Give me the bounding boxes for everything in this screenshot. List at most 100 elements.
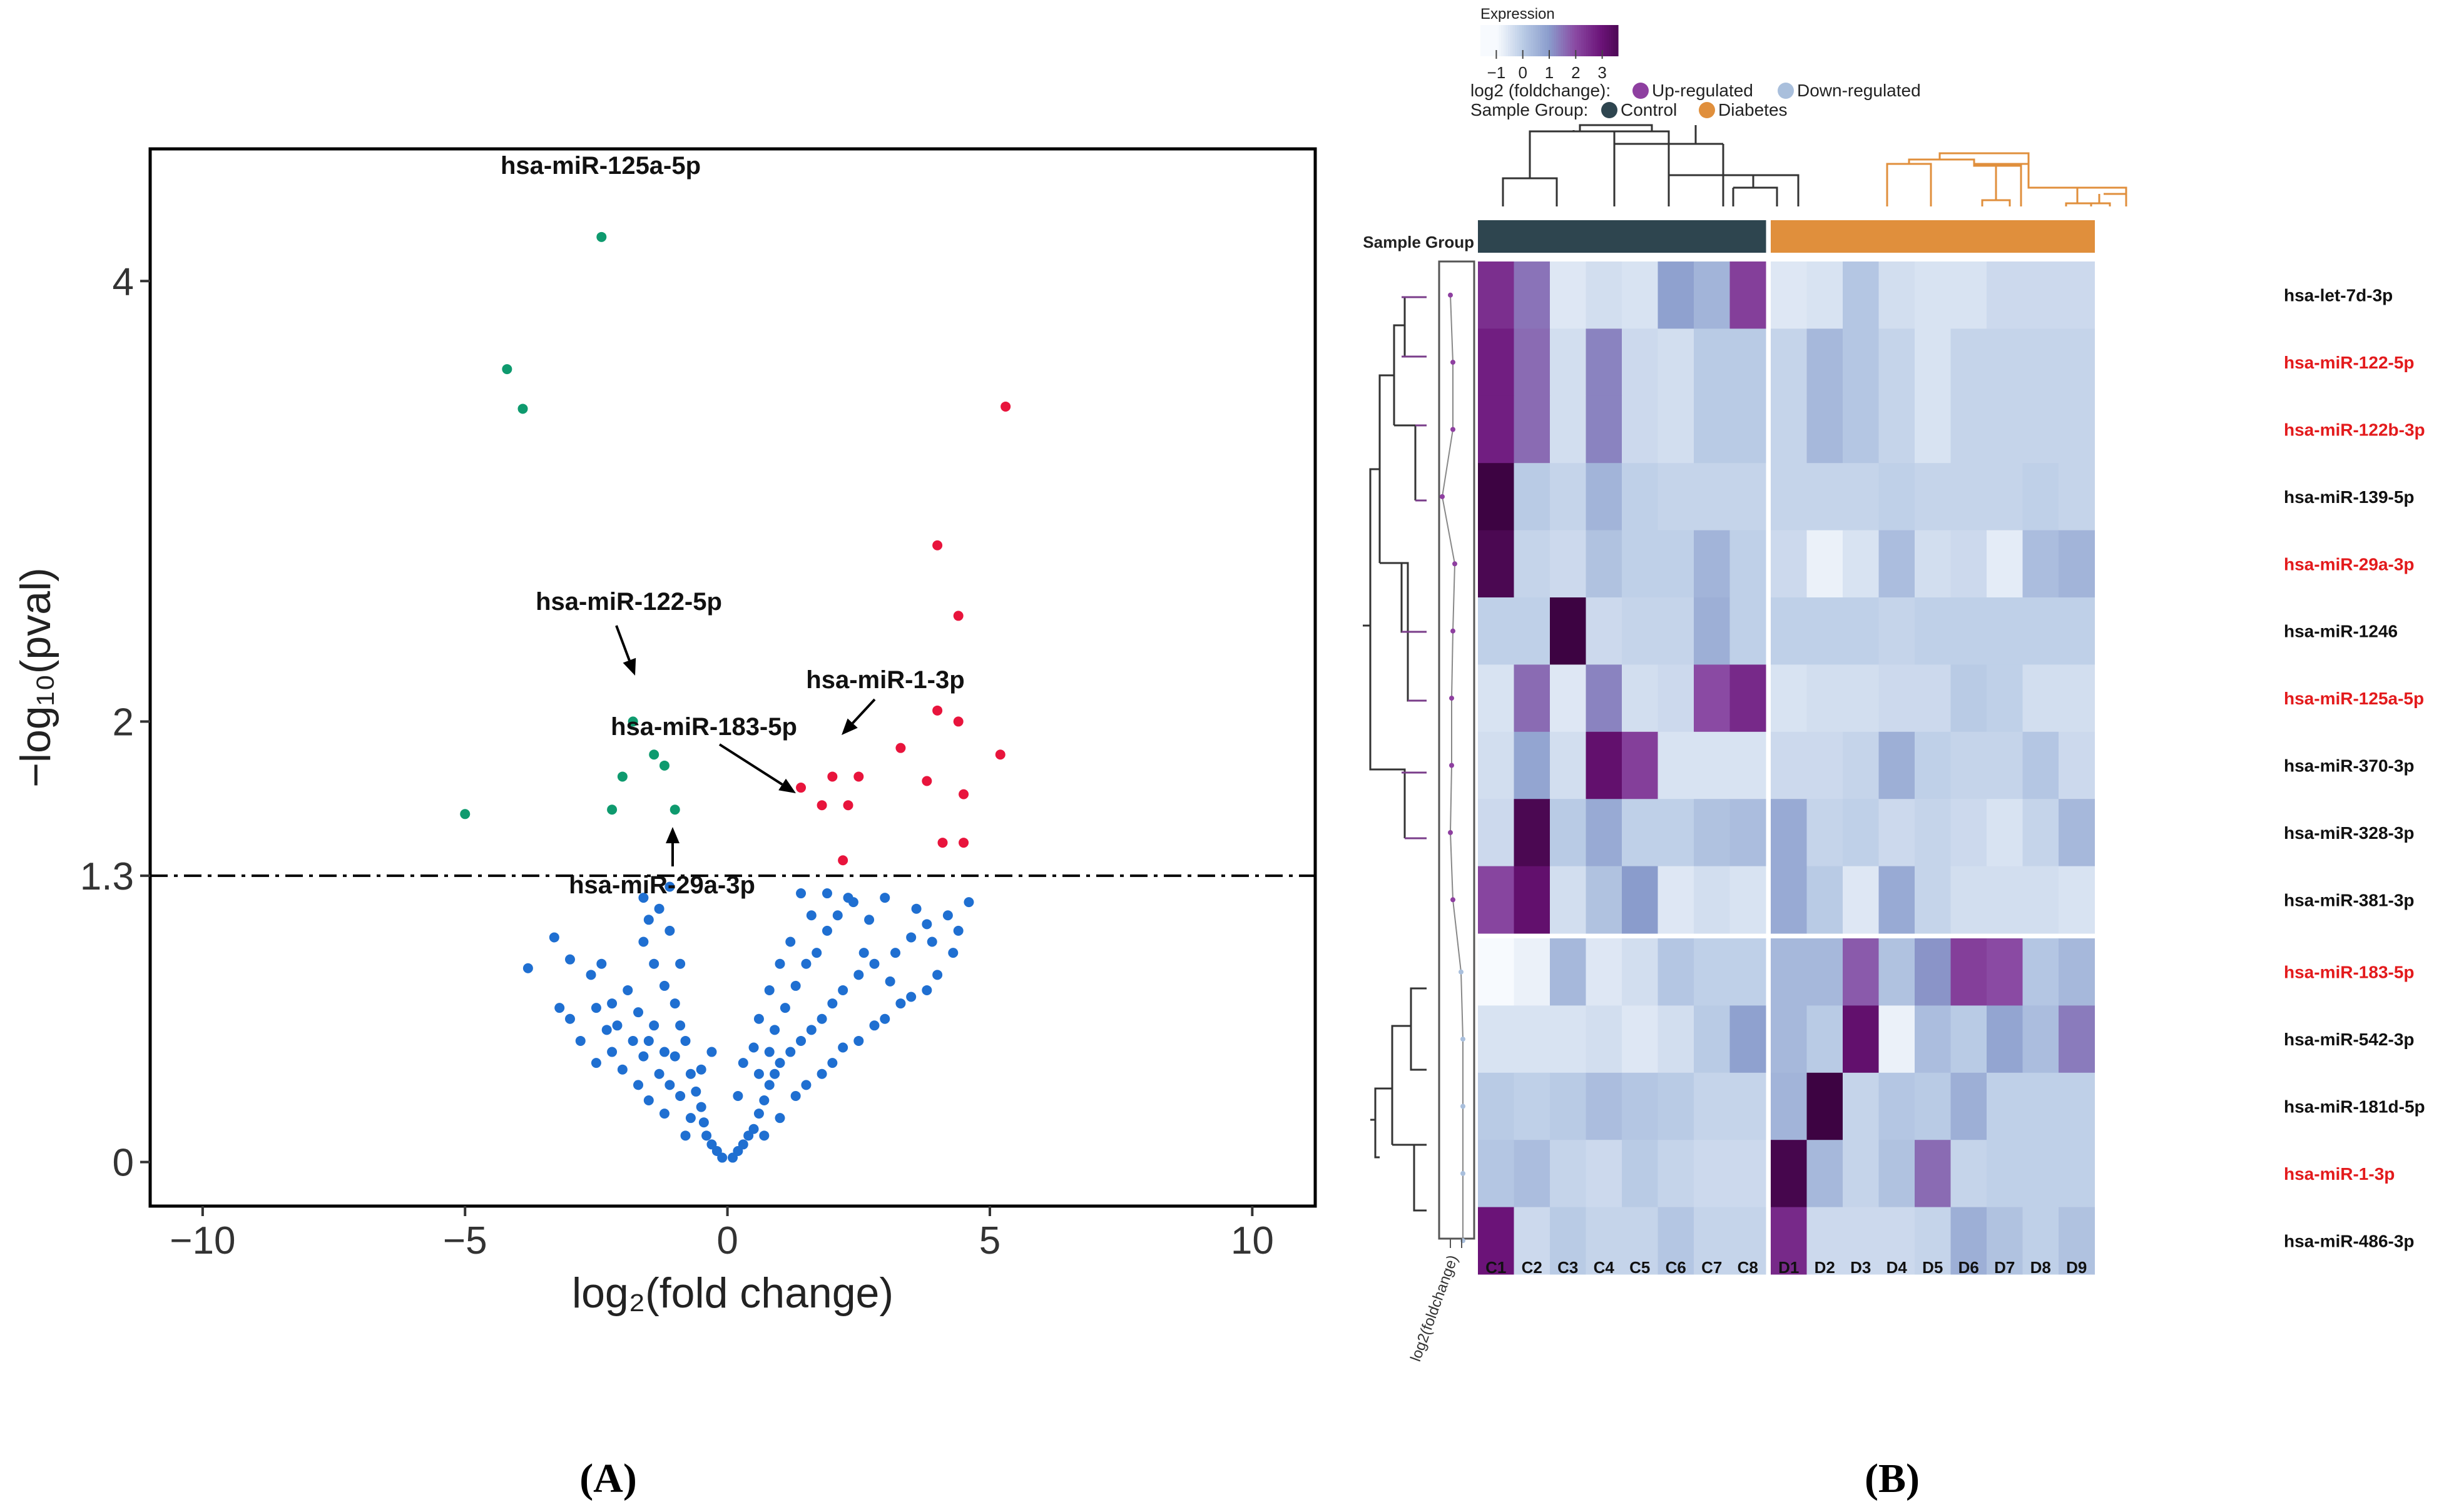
row-label: hsa-miR-139-5p xyxy=(2284,487,2415,507)
data-point xyxy=(827,998,838,1009)
heatmap-cell xyxy=(1878,1072,1915,1140)
data-point xyxy=(701,1130,712,1141)
heatmap-cell xyxy=(1950,530,1987,598)
panel-label-a: (A) xyxy=(579,1456,637,1501)
column-label: D9 xyxy=(2066,1258,2087,1277)
row-dendro-lower xyxy=(1370,987,1427,1212)
data-point xyxy=(906,932,917,943)
column-label: D2 xyxy=(1815,1258,1835,1277)
heatmap-cell xyxy=(2059,261,2095,329)
volcano-plot: hsa-miR-125a-5p hsa-miR-122-5p hsa-miR-1-3… xyxy=(12,147,1317,1317)
heatmap-cell xyxy=(1514,1207,1550,1275)
heatmap-row xyxy=(1478,597,2095,665)
colorbar-segment xyxy=(1591,25,1594,56)
heatmap-cell xyxy=(1550,1072,1586,1140)
data-point xyxy=(638,936,649,947)
heatmap-cell xyxy=(1729,1207,1766,1275)
fc-track-frame xyxy=(1438,260,1475,1240)
colorbar-segment xyxy=(1537,25,1540,56)
control-swatch xyxy=(1601,102,1617,118)
heatmap-cell xyxy=(1586,1207,1622,1275)
colorbar-segment xyxy=(1529,25,1532,56)
heatmap-cell xyxy=(1915,664,1951,733)
colorbar-segment xyxy=(1492,25,1495,56)
fc-track-marker xyxy=(1452,561,1457,567)
row-label: hsa-miR-181d-5p xyxy=(2284,1097,2425,1117)
heatmap-cell xyxy=(1478,530,1514,598)
data-point xyxy=(502,364,512,375)
heatmap-cell xyxy=(1694,1207,1730,1275)
heatmap-cell xyxy=(1729,597,1766,665)
heatmap-cell xyxy=(1987,1207,2023,1275)
data-point xyxy=(796,888,807,899)
group-cell xyxy=(2059,220,2095,253)
fc-track xyxy=(1440,292,1465,1248)
heatmap-cell xyxy=(2022,731,2059,799)
fc-down-swatch xyxy=(1778,83,1794,99)
heatmap-cell xyxy=(1550,597,1586,665)
heatmap-cell xyxy=(1657,866,1694,934)
x-tick-label: −10 xyxy=(170,1219,235,1262)
colorbar-segment xyxy=(1554,25,1557,56)
heatmap-cell xyxy=(1771,1072,1807,1140)
data-point xyxy=(685,1068,696,1079)
data-point xyxy=(638,893,649,903)
fc-track-marker xyxy=(1450,897,1455,903)
fc-track-marker xyxy=(1448,292,1453,298)
heatmap-cell xyxy=(1657,799,1694,867)
data-point xyxy=(659,980,670,991)
heatmap-cell xyxy=(1915,1140,1951,1208)
colorbar-segment xyxy=(1577,25,1580,56)
heatmap-cell xyxy=(1843,1072,1879,1140)
data-point xyxy=(753,1109,764,1119)
data-point xyxy=(785,1047,796,1057)
heatmap-cell xyxy=(1586,866,1622,934)
data-point xyxy=(964,897,974,908)
heatmap-cell xyxy=(2022,1207,2059,1275)
volcano-points xyxy=(460,231,1011,1163)
row-label: hsa-miR-486-3p xyxy=(2284,1231,2415,1251)
annotation: hsa-miR-122-5p xyxy=(536,588,722,676)
heatmap-cell xyxy=(1478,261,1514,329)
group-cell xyxy=(1514,220,1550,253)
colorbar-segment xyxy=(1515,25,1518,56)
colorbar-tick-label: 1 xyxy=(1545,63,1554,82)
data-point xyxy=(932,970,943,980)
heatmap-cell xyxy=(1915,1207,1951,1275)
fc-legend-label: log2 (foldchange): xyxy=(1470,81,1611,100)
group-cell xyxy=(1550,220,1586,253)
group-cell xyxy=(1622,220,1658,253)
data-point xyxy=(670,804,680,815)
heatmap-cell xyxy=(1657,328,1694,397)
colorbar-segment xyxy=(1530,25,1534,56)
annotation-arrow-head xyxy=(842,718,858,735)
heatmap-cell xyxy=(1694,1140,1730,1208)
group-cell xyxy=(1915,220,1951,253)
heatmap-cell xyxy=(1514,328,1550,397)
heatmap-cell xyxy=(1987,395,2023,464)
heatmap-cell xyxy=(1987,261,2023,329)
heatmap-cell xyxy=(1771,664,1807,733)
colorbar-segment xyxy=(1524,25,1527,56)
colorbar-segment xyxy=(1505,25,1509,56)
colorbar-tick-label: −1 xyxy=(1487,63,1506,82)
heatmap-cell xyxy=(1550,664,1586,733)
data-point xyxy=(796,1035,807,1046)
group-cell xyxy=(1586,220,1622,253)
data-point xyxy=(827,1058,838,1068)
diabetes-label: Diabetes xyxy=(1718,100,1788,119)
heatmap-cell xyxy=(1878,866,1915,934)
data-point xyxy=(806,910,817,921)
y-tick-label: 2 xyxy=(113,701,134,744)
data-point xyxy=(817,1068,827,1079)
data-point xyxy=(564,1013,575,1024)
heatmap-cell xyxy=(1729,261,1766,329)
heatmap-cell xyxy=(2059,866,2095,934)
data-point xyxy=(649,1020,659,1031)
group-cell xyxy=(1806,220,1843,253)
heatmap-cell xyxy=(1771,799,1807,867)
data-point xyxy=(895,998,906,1009)
colorbar-segment xyxy=(1508,25,1511,56)
colorbar-segment xyxy=(1588,25,1591,56)
annotation-label: hsa-miR-122-5p xyxy=(536,588,722,616)
